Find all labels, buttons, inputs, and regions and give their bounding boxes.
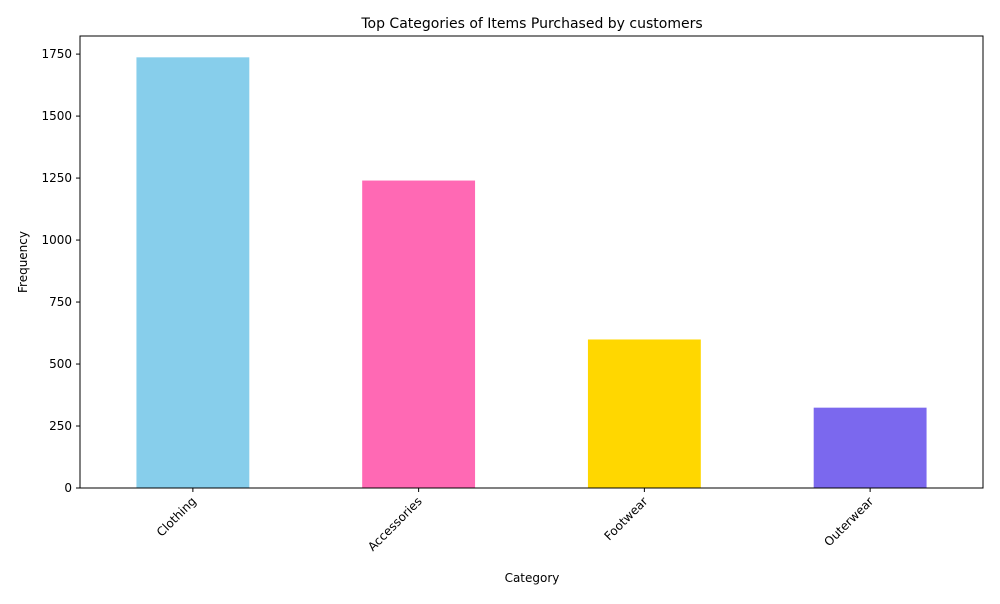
- bar-accessories: [362, 180, 476, 489]
- x-tick-label: Outerwear: [821, 494, 876, 549]
- x-axis-label: Category: [505, 571, 560, 585]
- x-tick-label: Accessories: [365, 494, 425, 554]
- bar-outerwear: [813, 407, 927, 488]
- y-tick-label: 750: [49, 295, 72, 309]
- y-axis: 0 250 500 750 1000 1250 1500 1750: [41, 47, 80, 495]
- y-tick-label: 1250: [41, 171, 72, 185]
- y-tick-label: 0: [64, 481, 72, 495]
- y-tick-label: 1000: [41, 233, 72, 247]
- bars-layer: [136, 57, 927, 489]
- chart-title: Top Categories of Items Purchased by cus…: [360, 16, 702, 32]
- x-tick-label: Footwear: [601, 494, 650, 543]
- y-tick-label: 1500: [41, 109, 72, 123]
- bar-clothing: [136, 57, 250, 489]
- y-axis-label: Frequency: [16, 231, 30, 293]
- plot-frame: [79, 35, 984, 489]
- bar-footwear: [587, 339, 701, 488]
- y-tick-label: 1750: [41, 47, 72, 61]
- x-tick-label: Clothing: [154, 494, 199, 539]
- y-tick-label: 250: [49, 419, 72, 433]
- y-tick-label: 500: [49, 357, 72, 371]
- x-axis: Clothing Accessories Footwear Outerwear: [154, 488, 876, 554]
